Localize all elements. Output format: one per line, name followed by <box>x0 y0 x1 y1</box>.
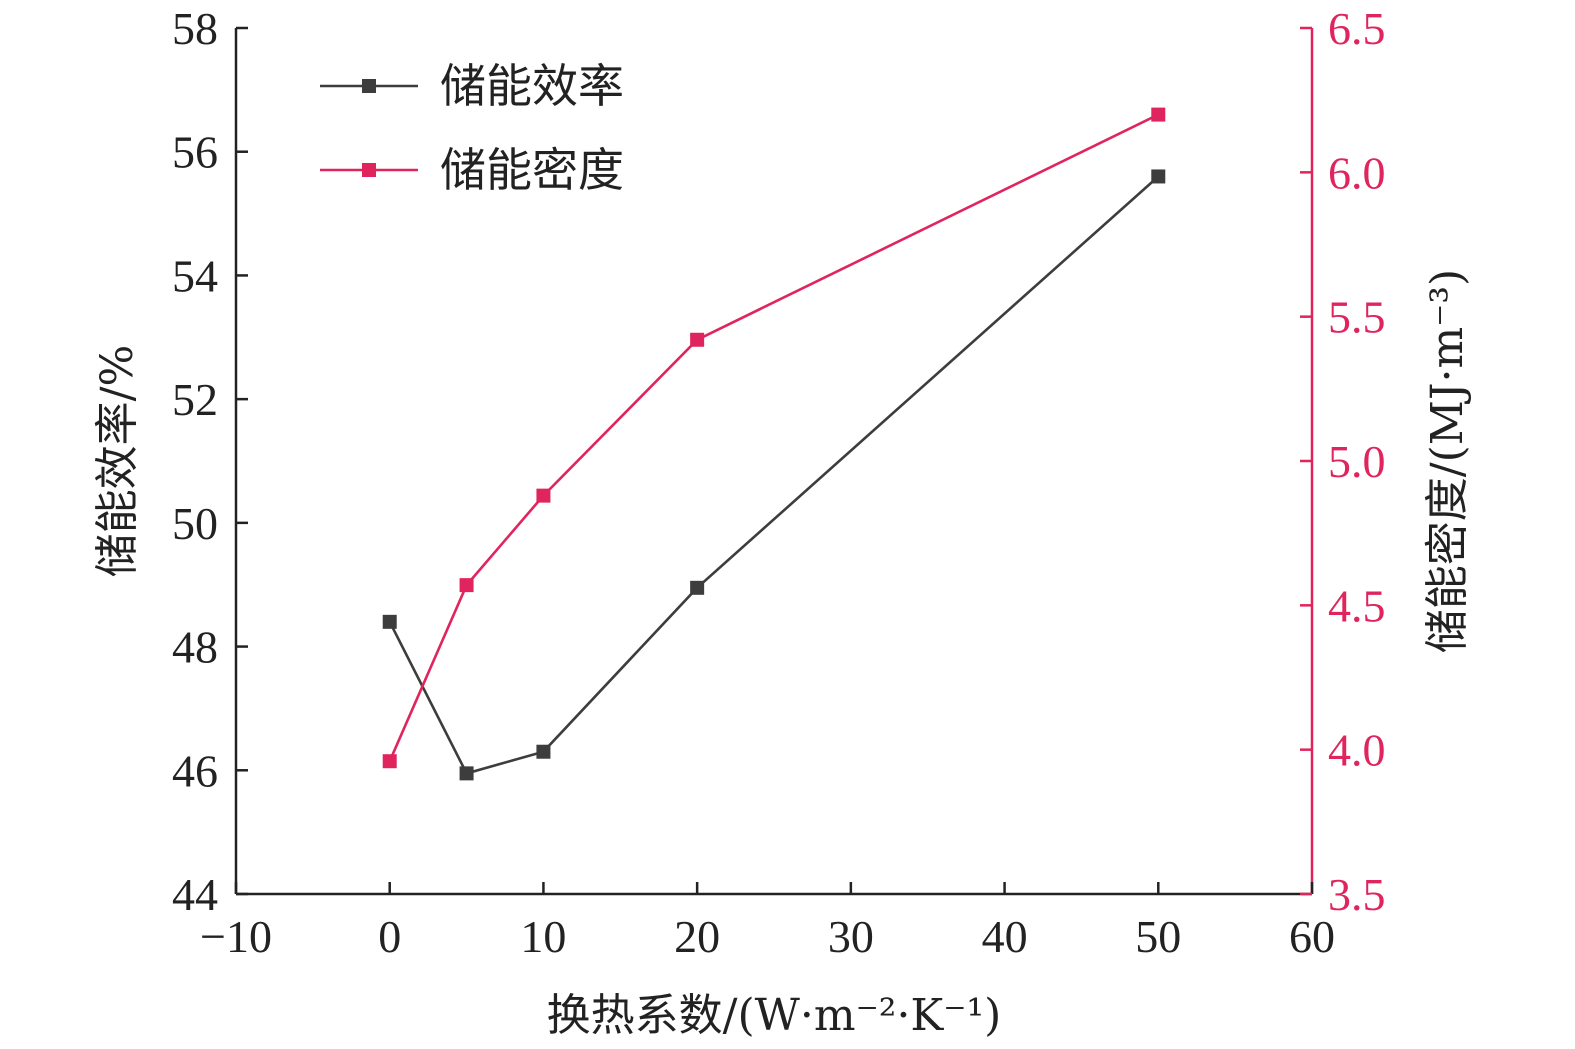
legend-marker <box>362 79 376 93</box>
x-tick-label: −10 <box>200 911 272 962</box>
data-point <box>459 578 474 593</box>
x-tick-label: 60 <box>1289 911 1335 962</box>
legend-label: 储能密度 <box>440 143 624 197</box>
left-y-tick-label: 56 <box>172 127 218 178</box>
series-2 <box>382 107 1166 769</box>
left-y-tick-label: 44 <box>172 869 218 920</box>
right-y-axis-ticks: 3.5 4.0 4.5 5.0 5.5 6.0 6.5 <box>1300 3 1386 920</box>
right-y-tick-label: 6.5 <box>1328 3 1386 54</box>
series-1 <box>382 169 1166 781</box>
axes <box>234 28 1314 896</box>
left-y-tick-label: 52 <box>172 374 218 425</box>
right-y-axis-title: 储能密度/(MJ·m⁻³) <box>1422 269 1473 653</box>
left-y-axis-title: 储能效率/% <box>92 345 143 578</box>
left-y-axis-ticks: 44 46 48 50 52 54 56 58 <box>172 3 248 920</box>
right-y-tick-label: 4.0 <box>1328 725 1386 776</box>
data-point <box>459 766 474 781</box>
left-y-tick-label: 58 <box>172 3 218 54</box>
data-point <box>536 488 551 503</box>
legend-item: 储能密度 <box>320 143 624 197</box>
right-y-tick-label: 5.5 <box>1328 292 1386 343</box>
x-axis-ticks: −10 0 10 20 30 40 50 60 <box>200 882 1335 962</box>
data-point <box>536 744 551 759</box>
data-point <box>382 614 397 629</box>
left-y-tick-label: 48 <box>172 622 218 673</box>
data-point <box>690 580 705 595</box>
right-y-tick-label: 3.5 <box>1328 869 1386 920</box>
x-tick-label: 20 <box>674 911 720 962</box>
data-point <box>382 754 397 769</box>
left-y-tick-label: 54 <box>172 250 218 301</box>
x-tick-label: 30 <box>828 911 874 962</box>
legend-label: 储能效率 <box>440 59 624 113</box>
right-y-tick-label: 5.0 <box>1328 436 1386 487</box>
series-layer <box>382 107 1166 781</box>
right-y-tick-label: 4.5 <box>1328 580 1386 631</box>
data-point <box>1151 107 1166 122</box>
legend-marker <box>362 163 376 177</box>
legend-item: 储能效率 <box>320 59 624 113</box>
left-y-tick-label: 50 <box>172 498 218 549</box>
series-line <box>388 175 1160 775</box>
left-y-tick-label: 46 <box>172 745 218 796</box>
data-point <box>1151 169 1166 184</box>
right-y-tick-label: 6.0 <box>1328 147 1386 198</box>
x-tick-label: 40 <box>982 911 1028 962</box>
x-tick-label: 50 <box>1135 911 1181 962</box>
x-tick-label: 0 <box>378 911 401 962</box>
x-tick-label: 10 <box>520 911 566 962</box>
series-line <box>388 113 1159 762</box>
x-axis-title: 换热系数/(W·m⁻²·K⁻¹) <box>547 990 1002 1041</box>
data-point <box>690 332 705 347</box>
